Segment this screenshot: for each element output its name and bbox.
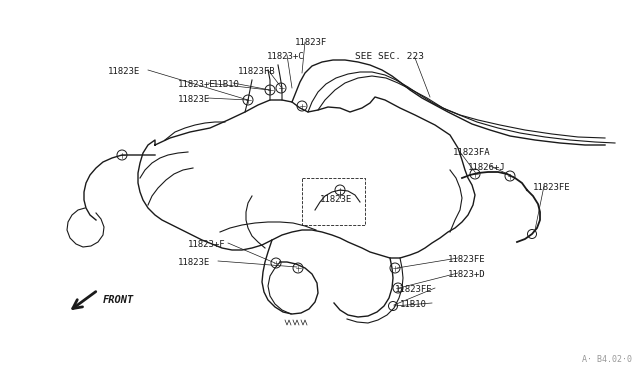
Text: 11B10: 11B10 [213,80,240,89]
Text: 11826+J: 11826+J [468,163,506,172]
Text: 11823F: 11823F [295,38,327,47]
Text: 11823+F: 11823+F [188,240,226,249]
Text: 11823FA: 11823FA [453,148,491,157]
Text: 11823+D: 11823+D [448,270,486,279]
Text: 11823E: 11823E [178,95,211,104]
Text: 11823FE: 11823FE [395,285,433,294]
Text: A· B4.02·0: A· B4.02·0 [582,355,632,364]
Text: 11823FE: 11823FE [533,183,571,192]
Text: 11823E: 11823E [108,67,140,76]
Text: 11823FB: 11823FB [238,67,276,76]
Text: FRONT: FRONT [103,295,134,305]
Text: 11823+C: 11823+C [267,52,305,61]
Text: SEE SEC. 223: SEE SEC. 223 [355,52,424,61]
Text: 11823FE: 11823FE [448,255,486,264]
Text: 11823E: 11823E [320,195,352,204]
Text: 11B10: 11B10 [400,300,427,309]
Text: 11823E: 11823E [178,258,211,267]
Text: 11823+E: 11823+E [178,80,216,89]
